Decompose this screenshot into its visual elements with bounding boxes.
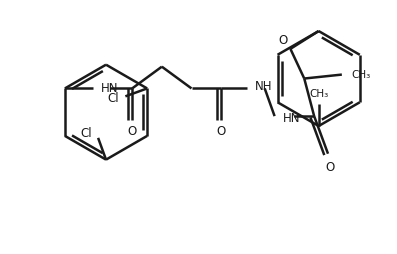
- Text: NH: NH: [255, 80, 272, 93]
- Text: CH₃: CH₃: [352, 70, 371, 80]
- Text: HN: HN: [283, 112, 300, 125]
- Text: O: O: [216, 125, 226, 138]
- Text: Cl: Cl: [81, 128, 92, 140]
- Text: Cl: Cl: [108, 92, 119, 105]
- Text: CH₃: CH₃: [309, 89, 328, 99]
- Text: O: O: [278, 35, 287, 47]
- Text: HN: HN: [100, 82, 118, 95]
- Text: O: O: [127, 125, 137, 138]
- Text: O: O: [326, 161, 335, 174]
